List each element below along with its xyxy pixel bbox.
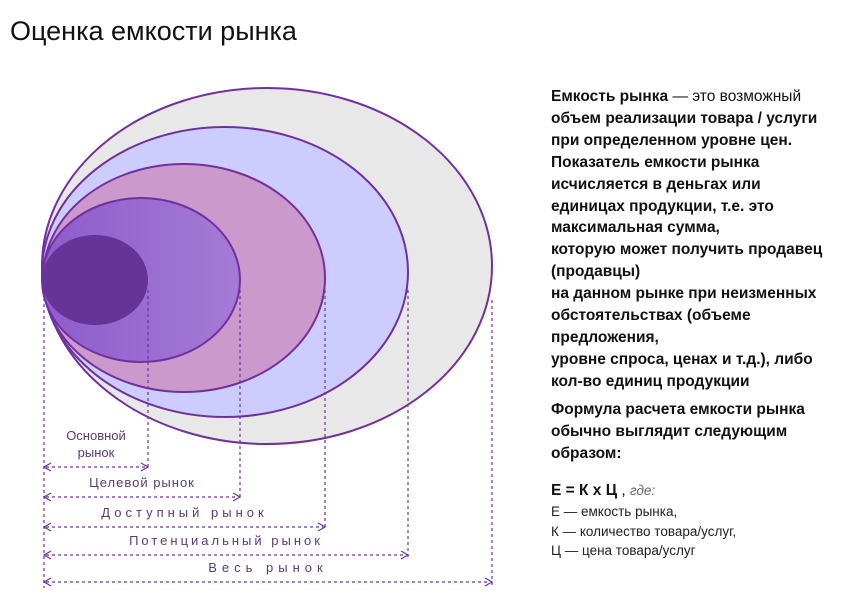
text-block: Емкость рынка — это возможный объем реали…	[551, 86, 856, 561]
text-line: которую может получить продавец	[551, 241, 823, 259]
text-line: кол-во единиц продукции	[551, 372, 750, 390]
market-label: Целевой рынок	[89, 475, 195, 490]
arrow-head	[317, 522, 327, 532]
market-label: Основной	[66, 428, 126, 443]
text-line: образом:	[551, 444, 622, 462]
arrow-head	[400, 550, 410, 560]
formula-sep: ,	[621, 482, 626, 500]
term: Емкость рынка	[551, 88, 669, 105]
market-label: рынок	[78, 445, 115, 460]
arrow-head	[42, 577, 52, 587]
text-line: предложения,	[551, 328, 659, 346]
arrow-head	[42, 522, 52, 532]
market-label: Потенциальный рынок	[129, 533, 323, 548]
text-line: исчисляется в деньгах или	[551, 175, 761, 193]
text-line: Формула расчета емкости рынка	[551, 400, 805, 418]
core-market	[42, 235, 148, 325]
text-line: обычно выглядит следующим	[551, 422, 788, 440]
market-label: Весь рынок	[208, 560, 327, 575]
text-line: обстоятельствах (объеме	[551, 307, 751, 325]
arrow-head	[484, 577, 494, 587]
spacer	[551, 464, 856, 480]
title: Оценка емкости рынка	[10, 16, 297, 46]
text-line: на данном рынке при неизменных	[551, 285, 817, 303]
legend-line: Е — емкость рынка,	[551, 504, 678, 520]
legend-line: Ц — цена товара/услуг	[551, 543, 696, 559]
definition-text: — это возможный	[672, 88, 802, 105]
text-line: уровне спроса, ценах и т.д.), либо	[551, 350, 813, 368]
legend-line: К — количество товара/услуг,	[551, 523, 737, 539]
text-line: Показатель емкости рынка	[551, 153, 760, 171]
market-diagram: Основной рынок Целевой рынок Доступный рыно…	[41, 87, 494, 588]
arrow-head	[42, 462, 52, 472]
arrow-head	[42, 550, 52, 560]
market-label: Доступный рынок	[101, 505, 267, 520]
arrow-head	[232, 492, 242, 502]
formula-where: где:	[629, 483, 656, 499]
arrow-head	[42, 492, 52, 502]
formula: Е = К х Ц	[551, 482, 618, 500]
text-line: Емкость рынка — это возможный	[551, 86, 856, 108]
text-line: максимальная сумма,	[551, 219, 720, 237]
guides	[43, 262, 493, 588]
text-line: (продавцы)	[551, 263, 641, 281]
text-line: единицах продукции, т.е. это	[551, 197, 774, 215]
arrow-head	[140, 462, 150, 472]
text-line: при определенном уровне цен.	[551, 131, 793, 149]
text-line: объем реализации товара / услуги	[551, 109, 818, 127]
formula-line: Е = К х Ц , где:	[551, 480, 856, 502]
